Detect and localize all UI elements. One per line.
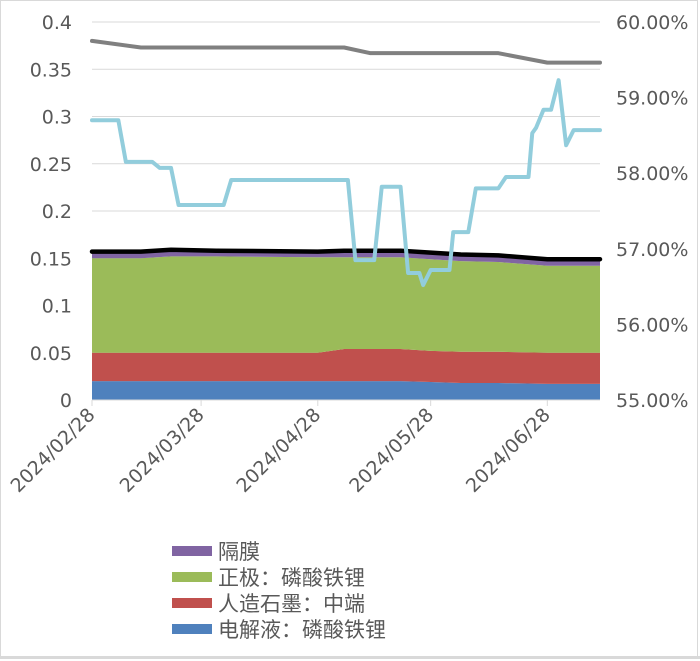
right-axis-tick-label: 60.00% [616, 12, 688, 34]
x-axis-tick-label: 2024/05/28 [345, 404, 438, 497]
legend-swatch-green [172, 572, 212, 582]
area-4f81bd [92, 381, 600, 400]
left-axis-tick-label: 0.3 [42, 107, 72, 129]
left-axis-tick-label: 0.2 [42, 201, 72, 223]
area-8064a2 [92, 251, 600, 266]
legend-swatch-blue [172, 624, 212, 634]
x-axis-tick-label: 2024/04/28 [232, 404, 325, 497]
legend-label: 正极：磷酸铁锂 [218, 566, 365, 590]
x-axis-tick-label: 2024/02/28 [7, 404, 100, 497]
right-axis-tick-label: 59.00% [616, 88, 688, 110]
legend-label: 隔膜 [218, 540, 260, 564]
left-axis-tick-label: 0 [60, 390, 72, 412]
line-series-2 [90, 78, 602, 288]
legend: 隔膜 正极：磷酸铁锂 人造石墨：中端 电解液：磷酸铁锂 [172, 538, 386, 642]
left-axis-tick-label: 0.25 [30, 154, 72, 176]
stacked-areas [92, 251, 600, 400]
left-axis-tick-label: 0.05 [30, 343, 72, 365]
line-series-0 [89, 247, 603, 262]
legend-swatch-purple [172, 546, 212, 556]
left-axis-tick-label: 0.35 [30, 59, 72, 81]
right-axis-tick-label: 55.00% [616, 390, 688, 412]
area-c0504d [92, 348, 600, 384]
chart-plot: 0 0.05 0.1 0.15 0.2 0.25 0.3 0.35 0.4 55.00% 56.00… [7, 12, 689, 497]
legend-item-graphite: 人造石墨：中端 [172, 590, 386, 616]
bottom-border [0, 656, 700, 659]
line-series-1 [90, 38, 602, 65]
left-axis-tick-label: 0.1 [42, 296, 72, 318]
left-axis-tick-label: 0.15 [30, 248, 72, 270]
x-axis-tick-label: 2024/06/28 [462, 404, 555, 497]
x-axis-tick-label: 2024/03/28 [116, 404, 209, 497]
right-axis-tick-label: 56.00% [616, 314, 688, 336]
area-9bbb59 [92, 256, 600, 353]
legend-label: 电解液：磷酸铁锂 [218, 618, 386, 642]
legend-item-electrolyte: 电解液：磷酸铁锂 [172, 616, 386, 642]
right-axis-tick-label: 58.00% [616, 163, 688, 185]
line-series [89, 38, 603, 288]
right-axis-tick-label: 57.00% [616, 239, 688, 261]
legend-item-separator: 隔膜 [172, 538, 386, 564]
legend-item-cathode: 正极：磷酸铁锂 [172, 564, 386, 590]
legend-swatch-red [172, 598, 212, 608]
left-axis-tick-label: 0.4 [42, 12, 72, 34]
legend-label: 人造石墨：中端 [218, 592, 365, 616]
